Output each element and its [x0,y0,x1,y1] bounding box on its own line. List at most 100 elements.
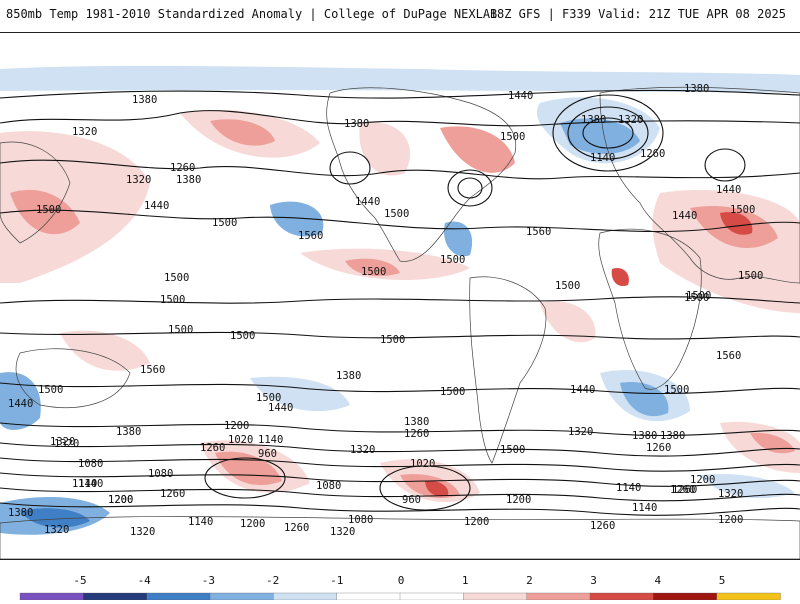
contour-label: 1140 [188,516,213,528]
contour-label: 1500 [440,386,465,398]
contour-label: 1320 [44,524,69,536]
contour-label: 1500 [160,294,185,306]
contour-label: 1320 [350,444,375,456]
colorbar-swatch [273,593,337,600]
colorbar-swatch [147,593,211,600]
contour-label: 1500 [230,330,255,342]
contour-label: 1320 [718,488,743,500]
contour-label: 1260 [200,442,225,454]
contour-label: 1500 [380,334,405,346]
contour-label: 1500 [664,384,689,396]
contour-label: 1320 [72,126,97,138]
colorbar-swatch [210,593,274,600]
colorbar-tick-label: 4 [654,574,661,587]
map-canvas: 1380 1380 1380 1380 1320 1320 1260 1320 … [0,33,800,559]
contour-label: 1320 [54,438,79,450]
contour-label: 1140 [632,502,657,514]
contour-label: 1560 [140,364,165,376]
contour-label: 1500 [730,204,755,216]
header-bar: 850mb Temp 1981-2010 Standardized Anomal… [0,0,800,30]
model-run-info: 18Z GFS | F339 Valid: 21Z TUE APR 08 202… [490,7,786,21]
contour-label: 1380 [336,370,361,382]
contour-label: 1320 [130,526,155,538]
colorbar-tick-label: -1 [330,574,343,587]
contour-label: 1440 [144,200,169,212]
contour-label: 1020 [410,458,435,470]
contour-label: 1200 [224,420,249,432]
contour-label: 1380 [176,174,201,186]
contour-label: 1140 [72,478,97,490]
contour-label: 1500 [36,204,61,216]
contour-label: 1200 [718,514,743,526]
colorbar-swatches [20,593,781,600]
contour-label: 1080 [348,514,373,526]
contour-label: 960 [258,448,277,460]
contour-label: 1560 [716,350,741,362]
contour-label: 1500 [38,384,63,396]
colorbar-tick-label: -3 [202,574,215,587]
contour-label: 1260 [640,148,665,160]
contour-label: 1500 [500,131,525,143]
colorbar-tick-label: 5 [719,574,726,587]
contour-label: 1260 [672,484,697,496]
contour-label: 1560 [298,230,323,242]
contour-label: 1260 [170,162,195,174]
colorbar-swatch [527,593,591,600]
contour-label: 1380 [660,430,685,442]
contour-label: 1500 [361,266,386,278]
contour-label: 1500 [384,208,409,220]
contour-label: 1140 [258,434,283,446]
contour-label: 1200 [464,516,489,528]
contour-label: 1080 [148,468,173,480]
contour-label: 1500 [256,392,281,404]
contour-label: 1440 [8,398,33,410]
contour-label: 1500 [440,254,465,266]
contour-label: 1500 [738,270,763,282]
contour-label: 1440 [570,384,595,396]
contour-label: 1200 [108,494,133,506]
anomaly-map: 1380 1380 1380 1380 1320 1320 1260 1320 … [0,32,800,560]
contour-label: 1320 [126,174,151,186]
colorbar-tick-label: 1 [462,574,469,587]
contour-label: 1320 [618,114,643,126]
colorbar-tick-label: 0 [398,574,405,587]
contour-label: 1020 [228,434,253,446]
contour-label: 1320 [568,426,593,438]
contour-label: 1500 [168,324,193,336]
contour-label: 1260 [284,522,309,534]
contour-label: 1380 [344,118,369,130]
contour-label: 1260 [590,520,615,532]
contour-label: 1200 [240,518,265,530]
contour-label: 1500 [555,280,580,292]
colorbar-tick-label: 2 [526,574,533,587]
colorbar-swatch [590,593,654,600]
contour-label: 1440 [355,196,380,208]
colorbar-swatch [653,593,717,600]
contour-label: 1200 [506,494,531,506]
contour-label: 1140 [616,482,641,494]
contour-label: 1380 [116,426,141,438]
contour-label: 1440 [716,184,741,196]
colorbar-tick-label: -2 [266,574,279,587]
contour-label: 1500 [500,444,525,456]
colorbar-swatch [83,593,147,600]
colorbar-swatch [400,593,464,600]
contour-label: 960 [402,494,421,506]
colorbar-swatch [463,593,527,600]
contour-label: 1440 [672,210,697,222]
contour-label: 1500 [164,272,189,284]
contour-label: 1380 [404,416,429,428]
contour-label: 1380 [581,114,606,126]
contour-label: 1080 [316,480,341,492]
contour-label: 1500 [686,290,711,302]
colorbar-swatch [717,593,781,600]
colorbar-tick-label: -5 [73,574,86,587]
contour-label: 1380 [632,430,657,442]
contour-label: 1380 [684,83,709,95]
colorbar-swatch [20,593,84,600]
contour-label: 1440 [508,90,533,102]
colorbar-tick-label: -4 [138,574,152,587]
